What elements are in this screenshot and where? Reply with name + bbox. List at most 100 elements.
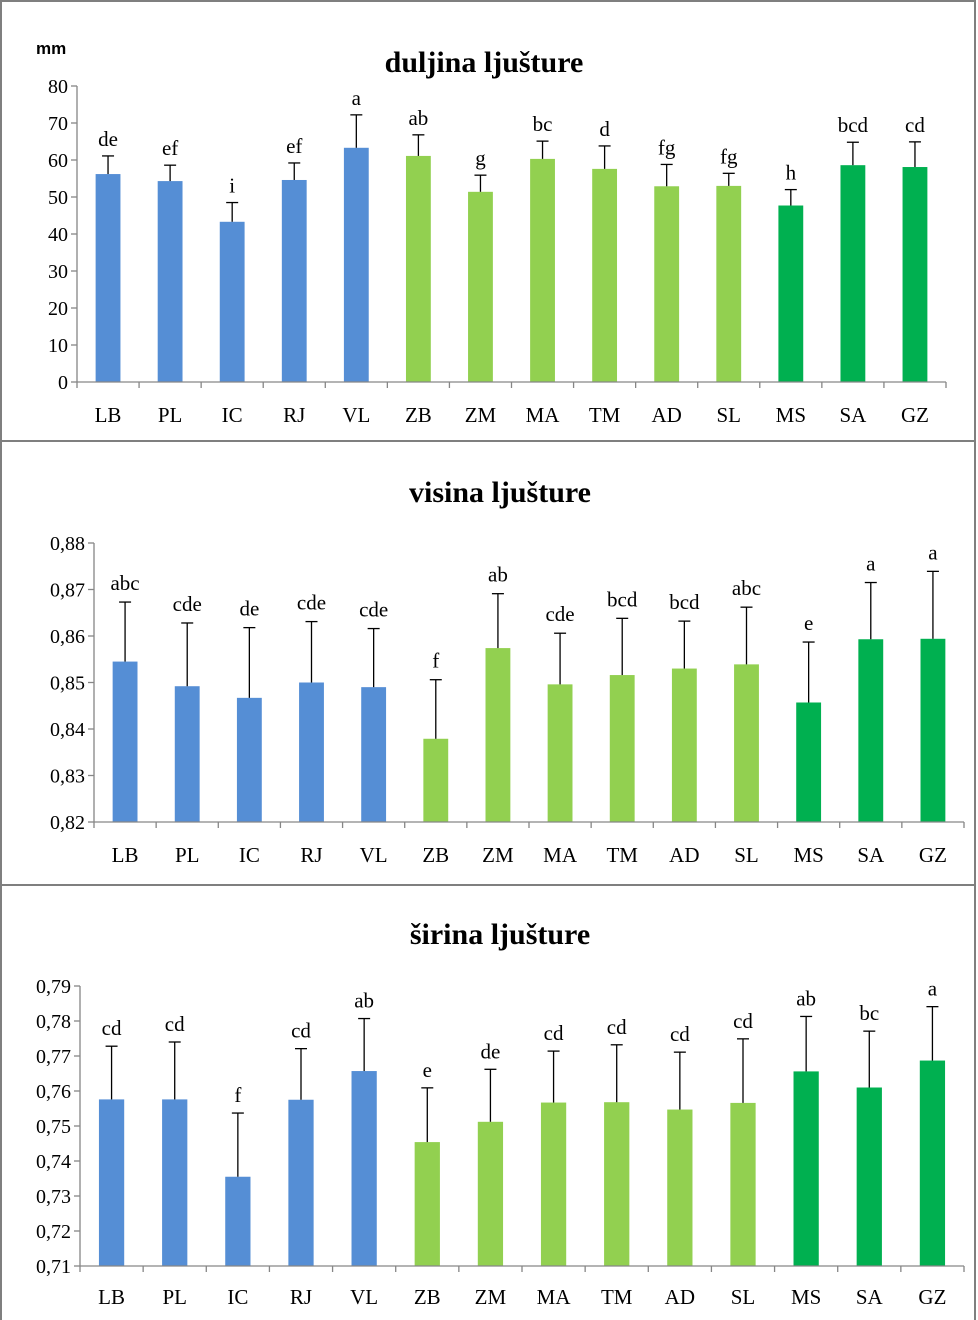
category-label: ZB xyxy=(414,1285,441,1309)
bar-ma xyxy=(547,684,573,822)
category-label: TM xyxy=(601,1285,633,1309)
significance-label: e xyxy=(804,611,813,635)
significance-label: de xyxy=(481,1039,501,1063)
y-tick-label: 80 xyxy=(48,76,68,98)
bar-rj xyxy=(299,682,324,822)
y-tick-label: 0,83 xyxy=(50,766,85,788)
chart-panel-height: visina ljušture 0,82 0,83 0,84 0,85 0,86 0,87… xyxy=(0,442,976,886)
significance-label: bcd xyxy=(838,113,869,137)
bar-ma xyxy=(530,158,555,382)
significance-label: d xyxy=(599,117,610,141)
bar-ad xyxy=(671,668,697,822)
category-label: IC xyxy=(239,843,260,867)
significance-label: ab xyxy=(796,986,816,1010)
significance-label: cd xyxy=(905,113,925,137)
y-unit-label: mm xyxy=(36,39,66,58)
significance-label: cde xyxy=(297,591,326,615)
category-label: GZ xyxy=(919,843,947,867)
category-label: MS xyxy=(791,1285,821,1309)
bar-vl xyxy=(361,687,387,822)
category-label: MS xyxy=(776,403,806,427)
significance-label: a xyxy=(928,977,938,1001)
bar-rj xyxy=(288,1099,314,1266)
significance-label: g xyxy=(475,146,486,170)
significance-label: fg xyxy=(658,135,676,159)
category-label: GZ xyxy=(901,403,929,427)
category-label: VL xyxy=(342,403,370,427)
category-label: VL xyxy=(360,843,388,867)
chart-width: širina ljušture 0,71 0,72 0,73 0,74 0,75 0,76… xyxy=(36,918,965,1309)
y-tick-label: 50 xyxy=(48,187,68,209)
bar-lb xyxy=(98,1099,125,1266)
bar-pl xyxy=(157,181,183,382)
significance-label: fg xyxy=(720,144,738,168)
significance-label: de xyxy=(98,127,118,151)
significance-label: cde xyxy=(359,598,388,622)
bar-ms xyxy=(793,1071,819,1266)
y-tick-label: 0,75 xyxy=(36,1116,71,1138)
chart-length: mm duljina ljušture 0 10 20 30 40 50 60 70 80 de L… xyxy=(36,39,947,427)
significance-label: de xyxy=(239,597,259,621)
bar-ic xyxy=(236,697,262,822)
y-tick-label: 0,71 xyxy=(36,1256,71,1278)
category-label: ZB xyxy=(422,843,449,867)
category-label: RJ xyxy=(290,1285,312,1309)
category-label: AD xyxy=(652,403,682,427)
category-label: MA xyxy=(537,1285,572,1309)
y-tick-label: 0,78 xyxy=(36,1011,71,1033)
significance-label: bcd xyxy=(669,590,700,614)
category-label: LB xyxy=(112,843,139,867)
y-tick-label: 70 xyxy=(48,113,68,135)
significance-label: bc xyxy=(533,112,553,136)
significance-label: cd xyxy=(165,1012,185,1036)
significance-label: ef xyxy=(162,136,178,160)
category-label: PL xyxy=(175,843,200,867)
bar-ad xyxy=(654,186,680,382)
bar-zb xyxy=(405,155,431,382)
significance-label: ef xyxy=(286,134,302,158)
bar-sa xyxy=(856,1087,882,1266)
bar-zm xyxy=(485,648,511,822)
y-tick-label: 0,88 xyxy=(50,533,85,555)
significance-label: i xyxy=(229,174,235,198)
bar-zm xyxy=(477,1121,504,1266)
chart-panel-length: mm duljina ljušture 0 10 20 30 40 50 60 70 80 de L… xyxy=(0,0,976,442)
significance-label: bcd xyxy=(607,587,638,611)
category-label: LB xyxy=(98,1285,125,1309)
significance-label: cd xyxy=(670,1022,690,1046)
category-label: PL xyxy=(162,1285,187,1309)
chart-title: širina ljušture xyxy=(410,918,590,951)
bar-ic xyxy=(219,221,245,382)
bar-tm xyxy=(609,675,635,822)
category-label: ZM xyxy=(482,843,514,867)
category-label: MA xyxy=(526,403,561,427)
category-label: LB xyxy=(95,403,122,427)
bar-pl xyxy=(174,686,200,822)
category-label: SL xyxy=(716,403,741,427)
y-tick-label: 0,87 xyxy=(50,580,85,602)
bar-pl xyxy=(162,1099,188,1266)
significance-label: cd xyxy=(102,1016,122,1040)
bar-zb xyxy=(414,1142,440,1266)
chart-title: visina ljušture xyxy=(409,476,591,509)
bar-ma xyxy=(540,1102,567,1266)
y-tick-label: 0,77 xyxy=(36,1046,71,1068)
y-tick-label: 10 xyxy=(48,335,68,357)
significance-label: f xyxy=(432,649,439,673)
bar-sa xyxy=(840,165,866,382)
y-tick-label: 0,74 xyxy=(36,1151,71,1173)
category-label: SA xyxy=(839,403,867,427)
bar-ad xyxy=(667,1109,693,1266)
significance-label: a xyxy=(928,540,938,564)
y-tick-label: 0,84 xyxy=(50,719,85,741)
category-label: IC xyxy=(227,1285,248,1309)
bar-ic xyxy=(225,1176,251,1266)
significance-label: cd xyxy=(291,1019,311,1043)
y-tick-label: 60 xyxy=(48,150,68,172)
chart-panel-width: širina ljušture 0,71 0,72 0,73 0,74 0,75 0,76… xyxy=(0,886,976,1320)
significance-label: ab xyxy=(488,563,508,587)
significance-label: f xyxy=(234,1083,241,1107)
chart-height: visina ljušture 0,82 0,83 0,84 0,85 0,86 0,87… xyxy=(50,476,965,867)
bar-ms xyxy=(778,205,804,382)
bar-vl xyxy=(351,1071,377,1266)
